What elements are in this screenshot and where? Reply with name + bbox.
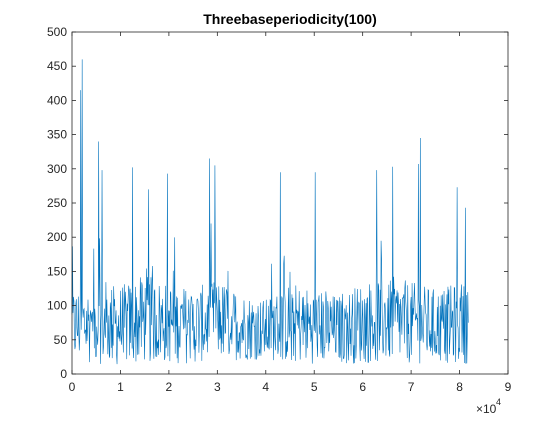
y-tick-label: 300	[47, 162, 67, 176]
y-tick-label: 50	[54, 333, 68, 347]
y-tick-label: 100	[47, 299, 67, 313]
x-tick-label: 6	[359, 380, 366, 394]
x-axis: 0 1 2 3 4 5 6 7 8 9	[69, 32, 512, 394]
y-tick-label: 450	[47, 59, 67, 73]
y-tick-label: 150	[47, 264, 67, 278]
axes-box	[72, 32, 508, 374]
x-tick-label: 1	[117, 380, 124, 394]
plot-area	[71, 31, 509, 375]
x-tick-label: 8	[456, 380, 463, 394]
chart-title: Threebaseperiodicity(100)	[203, 11, 377, 27]
x-tick-label: 0	[69, 380, 76, 394]
x-tick-label: 4	[262, 380, 269, 394]
x-exponent-base: ×10	[476, 402, 497, 416]
x-exponent-power: 4	[496, 397, 501, 407]
y-tick-label: 500	[47, 25, 67, 39]
series-group	[71, 59, 469, 365]
series-line	[71, 59, 469, 365]
x-tick-label: 2	[166, 380, 173, 394]
y-tick-label: 200	[47, 230, 67, 244]
x-tick-label: 9	[505, 380, 512, 394]
y-tick-label: 350	[47, 128, 67, 142]
y-tick-label: 0	[60, 367, 67, 381]
x-tick-label: 7	[408, 380, 415, 394]
x-tick-label: 3	[214, 380, 221, 394]
x-tick-label: 5	[311, 380, 318, 394]
x-axis-exponent: ×10 4	[476, 397, 501, 416]
y-axis: 0 50 100 150 200 250 300 350 400 450 500	[47, 25, 508, 381]
y-tick-label: 400	[47, 93, 67, 107]
y-tick-label: 250	[47, 196, 67, 210]
